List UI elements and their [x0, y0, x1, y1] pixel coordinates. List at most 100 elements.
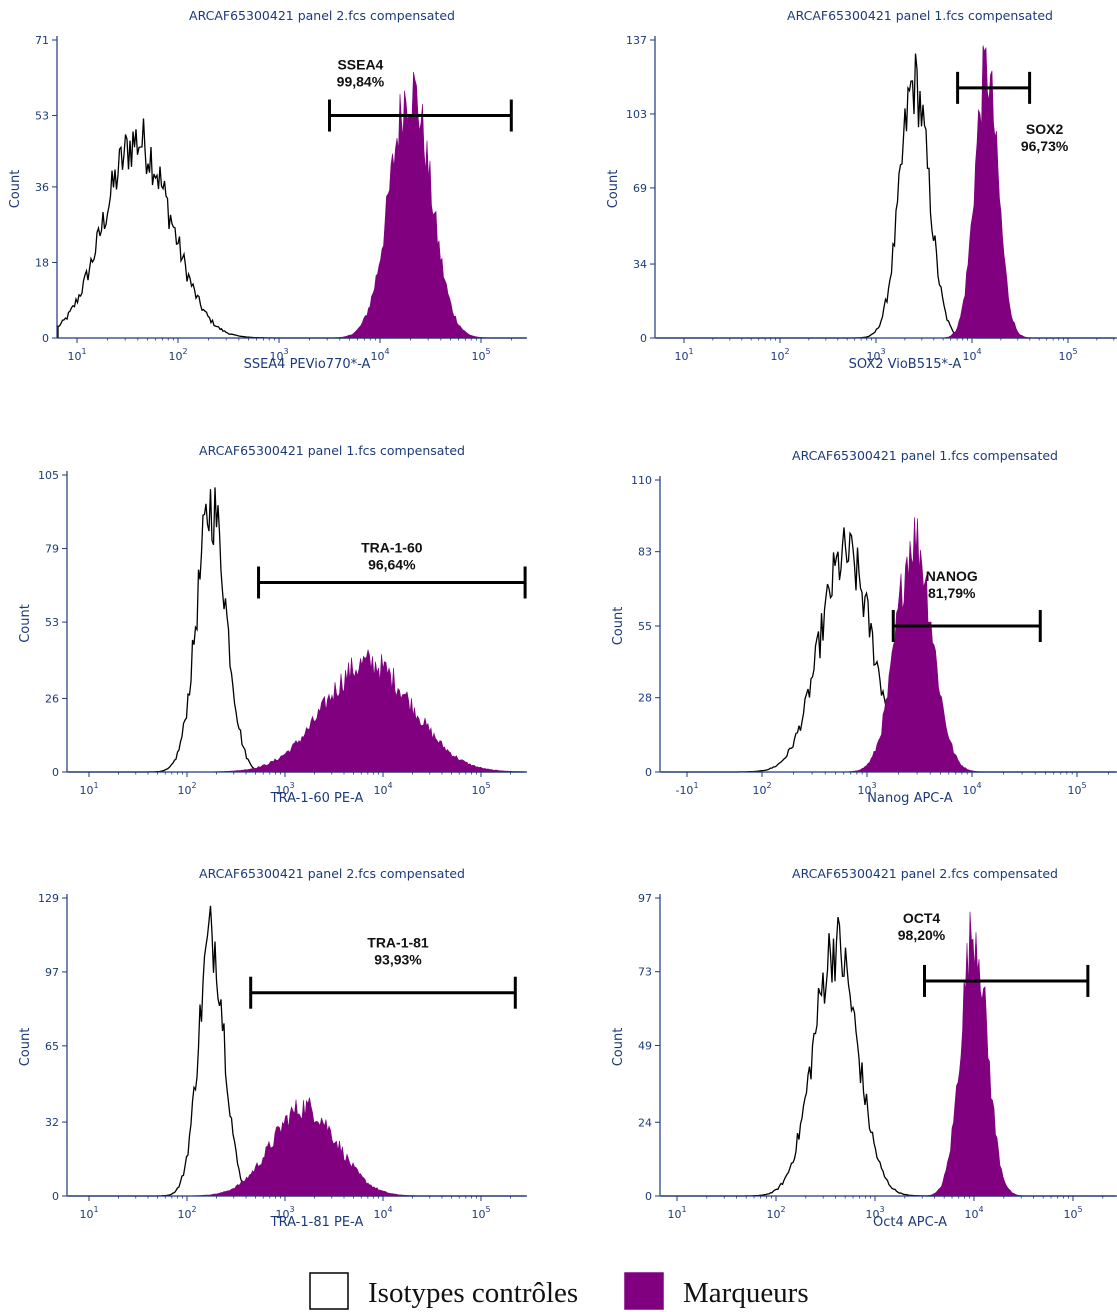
series-marqueurs-histogram: [661, 911, 1116, 1197]
x-axis-label: Oct4 APC-A: [873, 1215, 947, 1230]
y-tick-label: 83: [638, 546, 652, 559]
y-tick-label: 103: [626, 108, 647, 121]
y-tick-label: 73: [638, 966, 652, 979]
y-tick-label: 0: [640, 332, 647, 345]
x-tick-label: 102: [766, 1205, 785, 1221]
y-tick-label: 71: [35, 34, 49, 47]
y-tick-label: 137: [626, 34, 647, 47]
y-tick-label: 18: [35, 256, 49, 269]
legend-swatch-isotype: [309, 1272, 349, 1310]
y-tick-label: 36: [35, 181, 49, 194]
x-tick-label: 103: [866, 347, 885, 363]
x-axis-label: TRA-1-60 PE-A: [270, 791, 364, 806]
x-tick-label: 104: [373, 1205, 392, 1221]
x-tick-label: 101: [79, 781, 98, 797]
y-tick-label: 129: [38, 892, 59, 905]
y-axis-label: Count: [611, 607, 626, 646]
x-tick-label: 105: [471, 781, 490, 797]
x-tick-label: 105: [471, 347, 490, 363]
series-marqueurs-histogram: [68, 649, 526, 773]
histogram-panel-3: ARCAF65300421 panel 1.fcs compensated 0 26…: [18, 443, 527, 806]
x-tick-label: 101: [67, 347, 86, 363]
y-tick-label: 105: [38, 469, 59, 482]
histogram-panel-4: ARCAF65300421 panel 1.fcs compensated 0 28…: [611, 448, 1117, 806]
y-tick-label: 0: [645, 766, 652, 779]
y-tick-label: 65: [45, 1040, 59, 1053]
x-tick-label: 104: [962, 347, 981, 363]
series-isotype-histogram: [661, 916, 1116, 1197]
series-isotype-histogram: [68, 487, 526, 773]
x-tick-label: 104: [373, 781, 392, 797]
panel-title: ARCAF65300421 panel 2.fcs compensated: [199, 866, 465, 881]
x-tick-label: 104: [370, 347, 389, 363]
x-tick-label: 102: [177, 781, 196, 797]
gate-percent: 99,84%: [337, 74, 385, 90]
gate-percent: 81,79%: [928, 585, 976, 601]
x-tick-label: 101: [674, 347, 693, 363]
x-axis-label: SSEA4 PEVio770*-A: [244, 357, 371, 372]
x-tick-label: 103: [857, 781, 876, 797]
x-tick-label: 101: [667, 1205, 686, 1221]
y-tick-label: 32: [45, 1116, 59, 1129]
y-axis-label: Count: [606, 170, 621, 209]
series-marqueurs-histogram: [656, 45, 1115, 339]
y-tick-label: 0: [42, 332, 49, 345]
x-tick-label: 102: [177, 1205, 196, 1221]
x-tick-label: 102: [770, 347, 789, 363]
y-tick-label: 69: [633, 182, 647, 195]
y-axis-label: Count: [18, 604, 33, 643]
y-tick-label: 26: [45, 692, 59, 705]
y-tick-label: 110: [631, 474, 652, 487]
gate-percent: 96,64%: [368, 556, 416, 572]
legend-label-isotype: Isotypes contrôles: [368, 1277, 578, 1309]
gate-label: SSEA4: [337, 57, 383, 73]
gate-percent: 98,20%: [898, 927, 946, 943]
y-tick-label: 55: [638, 620, 652, 633]
y-tick-label: 34: [633, 258, 647, 271]
gate-label: NANOG: [926, 568, 978, 584]
y-tick-label: 24: [638, 1116, 652, 1129]
x-tick-label: 101: [79, 1205, 98, 1221]
y-axis-label: Count: [611, 1028, 626, 1067]
x-tick-label: 102: [752, 781, 771, 797]
x-tick-label: 104: [964, 1205, 983, 1221]
series-marqueurs-histogram: [58, 71, 526, 339]
x-tick-label: 105: [1067, 781, 1086, 797]
y-tick-label: 0: [52, 1190, 59, 1203]
series-isotype-histogram: [656, 53, 1115, 339]
y-axis-label: Count: [8, 170, 23, 209]
x-tick-label: 103: [269, 347, 288, 363]
gate-percent: 93,93%: [374, 952, 422, 968]
x-tick-label: -101: [675, 781, 698, 797]
x-tick-label: 103: [275, 1205, 294, 1221]
histogram-panel-1: ARCAF65300421 panel 2.fcs compensated 0 18…: [8, 8, 527, 372]
y-tick-label: 79: [45, 543, 59, 556]
x-axis-label: Nanog APC-A: [867, 791, 952, 806]
x-tick-label: 105: [1058, 347, 1077, 363]
x-tick-label: 105: [471, 1205, 490, 1221]
y-tick-label: 28: [638, 692, 652, 705]
gate-percent: 96,73%: [1021, 138, 1069, 154]
panel-title: ARCAF65300421 panel 2.fcs compensated: [189, 8, 455, 23]
x-tick-label: 102: [168, 347, 187, 363]
histogram-panel-6: ARCAF65300421 panel 2.fcs compensated 0 24…: [611, 866, 1117, 1230]
y-tick-label: 49: [638, 1039, 652, 1052]
x-axis-label: TRA-1-81 PE-A: [270, 1215, 364, 1230]
legend-swatch-marker: [624, 1272, 664, 1310]
panel-title: ARCAF65300421 panel 1.fcs compensated: [792, 448, 1058, 463]
y-tick-label: 97: [638, 892, 652, 905]
gate-label: OCT4: [903, 910, 941, 926]
gate-label: SOX2: [1026, 121, 1064, 137]
series-isotype-histogram: [57, 118, 526, 339]
x-tick-label: 105: [1063, 1205, 1082, 1221]
panel-title: ARCAF65300421 panel 1.fcs compensated: [787, 8, 1053, 23]
x-tick-label: 103: [865, 1205, 884, 1221]
x-axis-label: SOX2 VioB515*-A: [849, 357, 962, 372]
series-marqueurs-histogram: [661, 517, 1116, 773]
